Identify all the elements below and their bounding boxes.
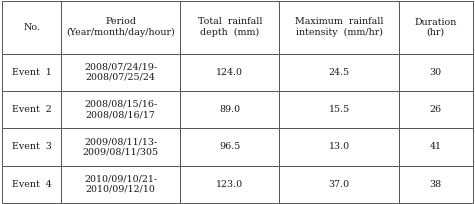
Bar — [399, 128, 473, 166]
Text: 26: 26 — [430, 105, 442, 114]
Text: 15.5: 15.5 — [329, 105, 350, 114]
Bar — [279, 1, 399, 53]
Bar — [279, 128, 399, 166]
Text: Duration
(hr): Duration (hr) — [415, 18, 457, 37]
Bar — [279, 91, 399, 128]
Bar — [61, 128, 180, 166]
Bar — [61, 166, 180, 203]
Bar — [61, 53, 180, 91]
Bar — [2, 91, 61, 128]
Bar — [180, 1, 279, 53]
Text: 2009/08/11/13-
2009/08/11/305: 2009/08/11/13- 2009/08/11/305 — [83, 137, 159, 157]
Text: Event  4: Event 4 — [12, 180, 51, 189]
Text: Total  rainfall
depth  (mm): Total rainfall depth (mm) — [198, 18, 262, 37]
Text: 124.0: 124.0 — [217, 68, 243, 77]
Bar — [279, 166, 399, 203]
Bar — [399, 1, 473, 53]
Text: Event  1: Event 1 — [12, 68, 51, 77]
Bar — [180, 166, 279, 203]
Bar — [61, 1, 180, 53]
Bar — [399, 166, 473, 203]
Text: 24.5: 24.5 — [329, 68, 350, 77]
Text: Period
(Year/month/day/hour): Period (Year/month/day/hour) — [66, 18, 175, 37]
Text: 13.0: 13.0 — [329, 142, 350, 151]
Bar — [399, 91, 473, 128]
Text: 30: 30 — [430, 68, 442, 77]
Text: Maximum  rainfall
intensity  (mm/hr): Maximum rainfall intensity (mm/hr) — [295, 18, 383, 37]
Bar — [61, 91, 180, 128]
Bar — [180, 53, 279, 91]
Text: 2008/07/24/19-
2008/07/25/24: 2008/07/24/19- 2008/07/25/24 — [84, 62, 157, 82]
Bar — [2, 128, 61, 166]
Bar — [2, 1, 61, 53]
Bar — [2, 53, 61, 91]
Text: 123.0: 123.0 — [216, 180, 243, 189]
Bar — [180, 91, 279, 128]
Text: 2010/09/10/21-
2010/09/12/10: 2010/09/10/21- 2010/09/12/10 — [84, 175, 157, 194]
Text: No.: No. — [23, 23, 40, 32]
Text: Event  3: Event 3 — [12, 142, 52, 151]
Bar — [279, 53, 399, 91]
Text: Event  2: Event 2 — [12, 105, 51, 114]
Bar — [399, 53, 473, 91]
Text: 2008/08/15/16-
2008/08/16/17: 2008/08/15/16- 2008/08/16/17 — [84, 100, 157, 119]
Text: 41: 41 — [430, 142, 442, 151]
Bar — [180, 128, 279, 166]
Text: 38: 38 — [430, 180, 442, 189]
Bar — [2, 166, 61, 203]
Text: 89.0: 89.0 — [219, 105, 240, 114]
Text: 37.0: 37.0 — [329, 180, 350, 189]
Text: 96.5: 96.5 — [219, 142, 240, 151]
